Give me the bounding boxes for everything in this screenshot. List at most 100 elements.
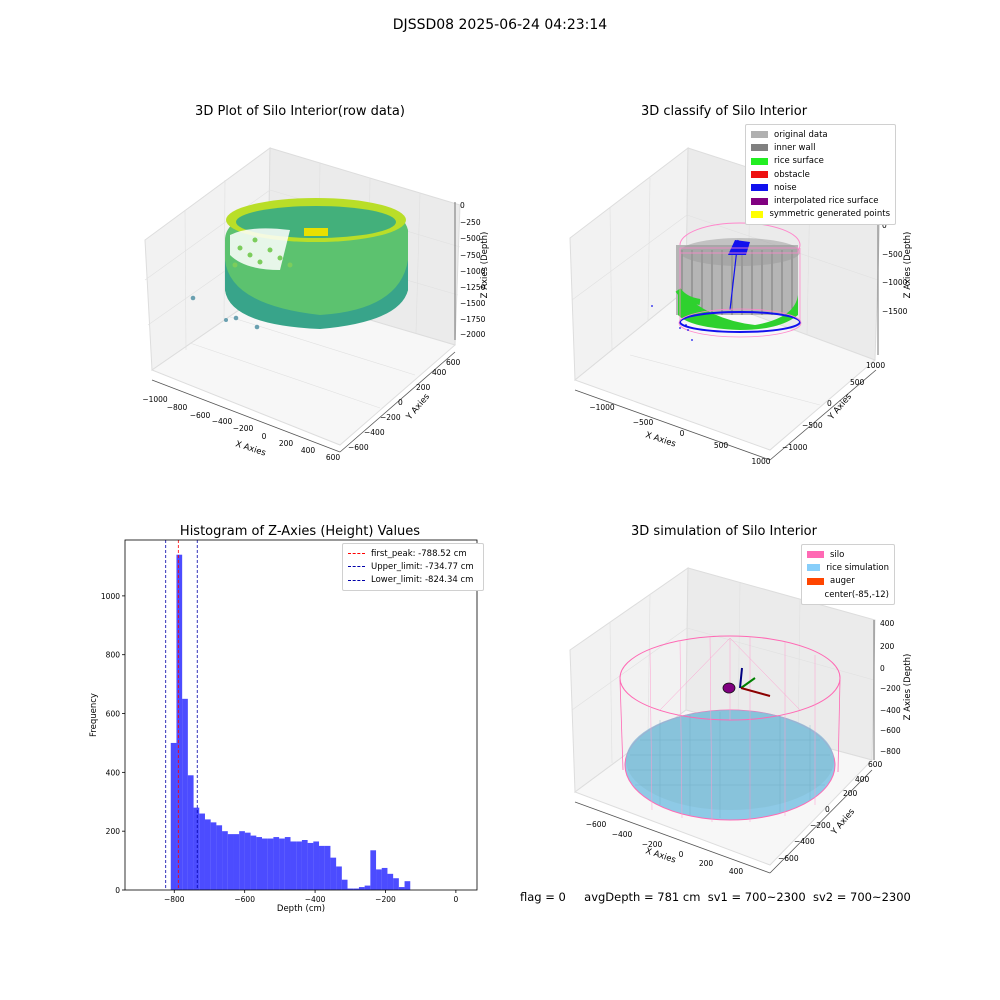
legend-entry: noise — [751, 181, 890, 194]
histogram-bar — [182, 698, 188, 890]
raw-xtick: −800 — [167, 403, 188, 412]
raw-xtick: −400 — [212, 417, 233, 426]
simulation-xtick: −400 — [612, 830, 633, 839]
histogram-x-ticks: −800 −600 −400 −200 0 — [164, 890, 458, 904]
figure-title: DJSSD08 2025-06-24 04:23:14 — [392, 17, 608, 33]
legend-swatch — [751, 144, 768, 152]
classify-silo-points — [651, 222, 802, 341]
histogram-bar — [256, 837, 262, 890]
legend-entry: original data — [751, 128, 890, 141]
raw-x-label: X Axies — [234, 439, 267, 458]
simulation-xtick: −200 — [642, 840, 663, 849]
classify-y-axis — [769, 369, 877, 461]
classify-xtick: −1000 — [589, 403, 615, 412]
histogram-y-ticks: 0 200 400 600 800 1000 — [101, 592, 125, 895]
histogram-ytick-label: 0 — [115, 886, 120, 895]
histogram-bar — [244, 832, 251, 890]
classify-xtick: −500 — [633, 418, 654, 427]
histogram-bar — [387, 873, 394, 890]
raw-silo-points — [190, 198, 408, 330]
raw-x-axis — [151, 379, 341, 453]
raw-xtick: −600 — [190, 411, 211, 420]
legend-entry: auger — [807, 575, 889, 588]
histogram-bar — [199, 813, 205, 890]
legend-entry: rice simulation — [807, 561, 889, 574]
simulation-ztick: 0 — [880, 664, 885, 673]
simulation-xtick: −600 — [586, 820, 607, 829]
raw-x-ticks: −1000 −800 −600 −400 −200 0 200 400 600 — [142, 395, 340, 460]
raw-ztick: 0 — [460, 201, 465, 210]
histogram-bar — [347, 888, 354, 890]
legend-label: rice surface — [774, 156, 824, 167]
raw-ytick: −600 — [348, 443, 369, 452]
histogram-bar — [381, 867, 388, 890]
classify-x-label: X Axies — [644, 430, 677, 449]
legend-swatch — [751, 157, 768, 165]
histogram-xtick-label: −400 — [305, 895, 326, 904]
raw-xtick: −1000 — [142, 395, 168, 404]
legend-entry: center(-85,-12) — [807, 588, 889, 601]
classify-ytick: 1000 — [866, 361, 885, 370]
simulation-ztick: −600 — [880, 726, 901, 735]
classify-ytick: 0 — [827, 399, 832, 408]
simulation-ztick: −200 — [880, 684, 901, 693]
raw-ytick: 600 — [446, 358, 461, 367]
raw-z-ticks: 0 −250 −500 −750 −1000 −1250 −1500 −1750… — [460, 201, 486, 339]
legend-label: obstacle — [774, 169, 810, 180]
simulation-y-ticks: −600 −400 −200 0 200 400 600 — [778, 760, 883, 863]
histogram-ytick-label: 800 — [106, 651, 121, 660]
histogram-bar — [187, 775, 194, 890]
simulation-z-label: Z Axies (Depth) — [903, 654, 913, 721]
raw-xtick: 0 — [262, 432, 267, 441]
legend-line — [348, 579, 365, 581]
histogram-title: Histogram of Z-Axies (Height) Values — [179, 524, 421, 539]
simulation-ytick: 400 — [855, 775, 870, 784]
raw-ztick: −500 — [460, 234, 481, 243]
histogram-bar — [261, 838, 268, 890]
status-line: flag = 0 avgDepth = 781 cm sv1 = 700~230… — [520, 890, 911, 904]
raw-ztick: −1750 — [460, 315, 486, 324]
histogram-bar — [279, 838, 285, 890]
raw-xtick: 200 — [279, 439, 294, 448]
legend-swatch — [807, 591, 819, 598]
raw-ztick: −1250 — [460, 283, 486, 292]
simulation-3d-plot: −600 −400 −200 0 200 400 X Axies −600 −4… — [569, 567, 913, 876]
histogram-frame — [124, 539, 478, 891]
raw-yellow-cluster — [304, 228, 328, 236]
simulation-ytick: 600 — [868, 760, 883, 769]
legend-entry: Upper_limit: -734.77 cm — [348, 560, 478, 573]
histogram-bar — [170, 742, 177, 890]
histogram-bar — [216, 825, 223, 890]
histogram-ytick-label: 1000 — [101, 592, 120, 601]
histogram-bar — [319, 845, 325, 890]
classify-xtick: 500 — [714, 441, 729, 450]
auger-marker — [722, 682, 736, 694]
raw-ztick: −1500 — [460, 299, 486, 308]
histogram-bar — [336, 866, 342, 890]
raw-ytick: −400 — [364, 428, 385, 437]
raw-ztick: −750 — [460, 251, 481, 260]
histogram-xtick-label: −800 — [164, 895, 185, 904]
sv1-text: sv1 = 700~2300 — [707, 890, 806, 904]
raw-xtick: −200 — [233, 424, 254, 433]
histogram-bar — [324, 845, 331, 890]
histogram-bar — [353, 888, 359, 890]
histogram-bar — [370, 850, 377, 890]
raw-plot-title: 3D Plot of Silo Interior(row data) — [195, 104, 405, 119]
legend-entry: inner wall — [751, 141, 890, 154]
legend-label: symmetric generated points — [769, 209, 890, 220]
raw-xtick: 600 — [326, 453, 341, 460]
legend-label: center(-85,-12) — [824, 589, 889, 600]
raw-ztick: −1000 — [460, 267, 486, 276]
simulation-xtick: 200 — [699, 859, 714, 868]
histogram-bar — [301, 840, 308, 890]
legend-label: noise — [774, 182, 797, 193]
legend-swatch — [807, 577, 824, 585]
histogram-xtick-label: −200 — [375, 895, 396, 904]
histogram-bar — [404, 881, 411, 890]
classify-ztick: −1500 — [882, 307, 908, 316]
legend-label: original data — [774, 129, 828, 140]
simulation-xtick: 0 — [679, 850, 684, 859]
simulation-ztick: −400 — [880, 706, 901, 715]
histogram-bar — [273, 837, 280, 890]
